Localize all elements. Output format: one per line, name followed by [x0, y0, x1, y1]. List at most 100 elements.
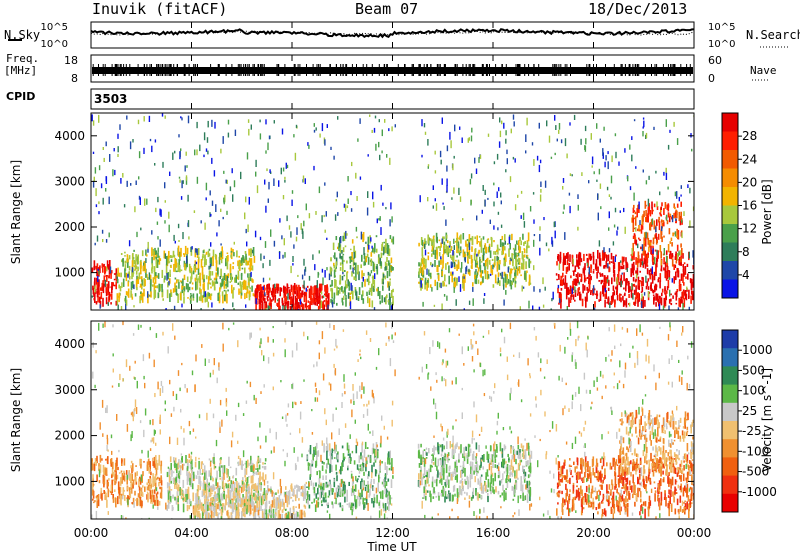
- echo-cell: [229, 490, 232, 500]
- echo-cell: [628, 294, 630, 298]
- echo-cell: [468, 300, 471, 305]
- echo-cell: [186, 467, 188, 476]
- echo-cell: [209, 485, 211, 489]
- echo-cell: [493, 201, 495, 207]
- echo-cell: [380, 266, 382, 269]
- echo-cell: [315, 482, 317, 487]
- echo-cell: [673, 232, 675, 235]
- echo-cell: [642, 126, 644, 129]
- echo-cell: [665, 277, 668, 281]
- echo-cell: [125, 303, 127, 310]
- echo-cell: [198, 511, 200, 517]
- echo-cell: [258, 495, 261, 503]
- echo-cell: [509, 280, 512, 287]
- echo-cell: [337, 454, 339, 463]
- echo-cell: [432, 205, 434, 209]
- echo-cell: [430, 493, 432, 503]
- echo-cell: [272, 295, 275, 301]
- echo-cell: [340, 236, 342, 244]
- echo-cell: [659, 273, 662, 282]
- echo-cell: [245, 292, 248, 298]
- echo-cell: [317, 305, 320, 310]
- nave-ticks: [92, 64, 691, 76]
- echo-cell: [218, 466, 221, 471]
- echo-cell: [327, 294, 330, 304]
- echo-cell: [154, 256, 156, 259]
- echo-cell: [295, 506, 297, 508]
- echo-cell: [151, 145, 153, 153]
- echo-cell: [581, 298, 584, 307]
- echo-cell: [355, 267, 357, 272]
- echo-cell: [524, 471, 527, 477]
- echo-cell: [267, 305, 269, 310]
- echo-cell: [367, 454, 370, 458]
- echo-cell: [313, 487, 316, 494]
- echo-cell: [506, 475, 508, 481]
- echo-cell: [302, 485, 304, 490]
- echo-cell: [263, 284, 265, 291]
- echo-cell: [362, 290, 364, 297]
- echo-cell: [489, 273, 492, 276]
- echo-cell: [464, 497, 466, 500]
- echo-cell: [459, 284, 462, 292]
- echo-cell: [612, 285, 615, 291]
- echo-cell: [336, 191, 338, 198]
- echo-cell: [210, 293, 213, 296]
- echo-cell: [128, 240, 131, 247]
- echo-cell: [342, 263, 344, 273]
- echo-cell: [182, 503, 185, 513]
- echo-cell: [326, 503, 328, 506]
- echo-cell: [304, 269, 306, 276]
- echo-cell: [167, 501, 170, 509]
- echo-cell: [169, 269, 171, 276]
- echo-cell: [569, 205, 571, 214]
- echo-cell: [201, 490, 204, 497]
- echo-cell: [497, 227, 499, 231]
- echo-cell: [513, 486, 515, 495]
- echo-cell: [167, 257, 170, 264]
- echo-cell: [688, 306, 690, 310]
- echo-cell: [180, 488, 183, 496]
- echo-cell: [522, 233, 524, 240]
- echo-cell: [674, 191, 677, 197]
- echo-cell: [671, 216, 673, 220]
- echo-cell: [202, 294, 205, 298]
- echo-cell: [167, 491, 170, 502]
- station-title: Inuvik (fitACF): [92, 0, 228, 18]
- echo-cell: [359, 497, 362, 500]
- echo-cell: [608, 248, 611, 253]
- echo-cell: [248, 257, 251, 263]
- echo-cell: [538, 164, 541, 173]
- echo-cell: [103, 263, 105, 267]
- echo-cell: [259, 133, 262, 140]
- echo-cell: [374, 115, 377, 119]
- echo-cell: [329, 266, 332, 275]
- echo-cell: [369, 488, 371, 496]
- echo-cell: [626, 278, 628, 286]
- echo-cell: [117, 496, 119, 505]
- echo-cell: [146, 274, 148, 278]
- echo-cell: [351, 239, 354, 244]
- echo-cell: [190, 246, 192, 253]
- echo-cell: [292, 256, 294, 262]
- echo-cell: [316, 471, 318, 476]
- echo-cell: [466, 239, 469, 241]
- echo-cell: [435, 203, 438, 211]
- echo-cell: [250, 271, 252, 277]
- echo-cell: [629, 186, 632, 191]
- echo-cell: [250, 248, 252, 257]
- echo-cell: [238, 512, 240, 517]
- echo-cell: [209, 263, 212, 268]
- echo-cell: [154, 289, 157, 298]
- echo-cell: [338, 244, 341, 248]
- echo-cell: [252, 279, 254, 283]
- echo-cell: [429, 272, 432, 278]
- echo-cell: [367, 296, 369, 304]
- echo-cell: [215, 274, 218, 280]
- echo-cell: [205, 488, 208, 499]
- echo-cell: [313, 450, 315, 457]
- echo-cell: [341, 275, 344, 281]
- echo-cell: [603, 247, 605, 253]
- echo-cell: [286, 514, 288, 519]
- echo-cell: [160, 460, 163, 467]
